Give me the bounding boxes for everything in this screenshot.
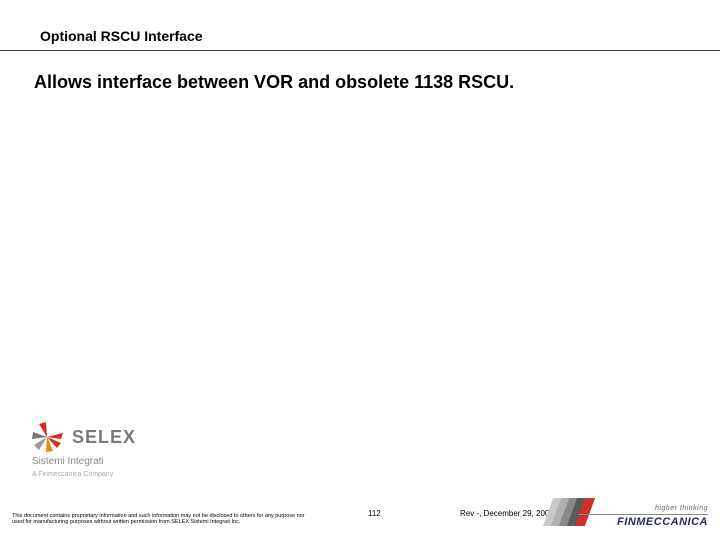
slide-page: Optional RSCU Interface Allows interface… — [0, 0, 720, 540]
selex-tagline: A Finmeccanica Company — [32, 471, 200, 478]
finmeccanica-tagline: higher thinking — [578, 505, 708, 512]
selex-name: SELEX — [72, 427, 136, 448]
selex-logo: SELEX Sistemi Integrati A Finmeccanica C… — [30, 420, 200, 478]
slide-header: Optional RSCU Interface — [0, 28, 720, 51]
finmeccanica-logo: higher thinking FINMECCANICA — [578, 505, 708, 528]
page-number: 112 — [368, 509, 381, 518]
selex-logo-top: SELEX — [30, 420, 200, 454]
slide-footer: This document contains proprietary infor… — [0, 492, 720, 532]
selex-burst-icon — [30, 420, 64, 454]
slide-title: Optional RSCU Interface — [40, 28, 720, 44]
selex-subtitle: Sistemi Integrati — [32, 456, 200, 467]
body-text: Allows interface between VOR and obsolet… — [34, 72, 514, 93]
finmeccanica-name: FINMECCANICA — [578, 514, 708, 528]
revision-text: Rev -, December 29, 2007 — [460, 509, 554, 518]
disclaimer-text: This document contains proprietary infor… — [12, 513, 312, 526]
